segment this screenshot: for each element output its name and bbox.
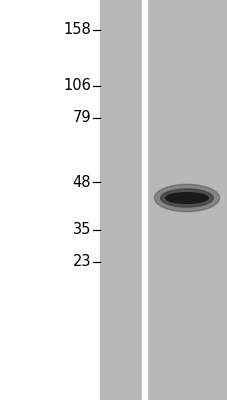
Text: 158: 158 bbox=[63, 22, 91, 38]
Bar bbox=[142, 0, 146, 400]
Text: 106: 106 bbox=[63, 78, 91, 94]
Text: 23: 23 bbox=[72, 254, 91, 270]
Text: 48: 48 bbox=[72, 174, 91, 190]
Ellipse shape bbox=[165, 193, 207, 203]
Text: 79: 79 bbox=[72, 110, 91, 126]
Bar bbox=[146, 0, 227, 400]
Text: 35: 35 bbox=[72, 222, 91, 238]
Ellipse shape bbox=[154, 184, 219, 212]
Ellipse shape bbox=[160, 189, 212, 207]
Bar bbox=[100, 0, 142, 400]
